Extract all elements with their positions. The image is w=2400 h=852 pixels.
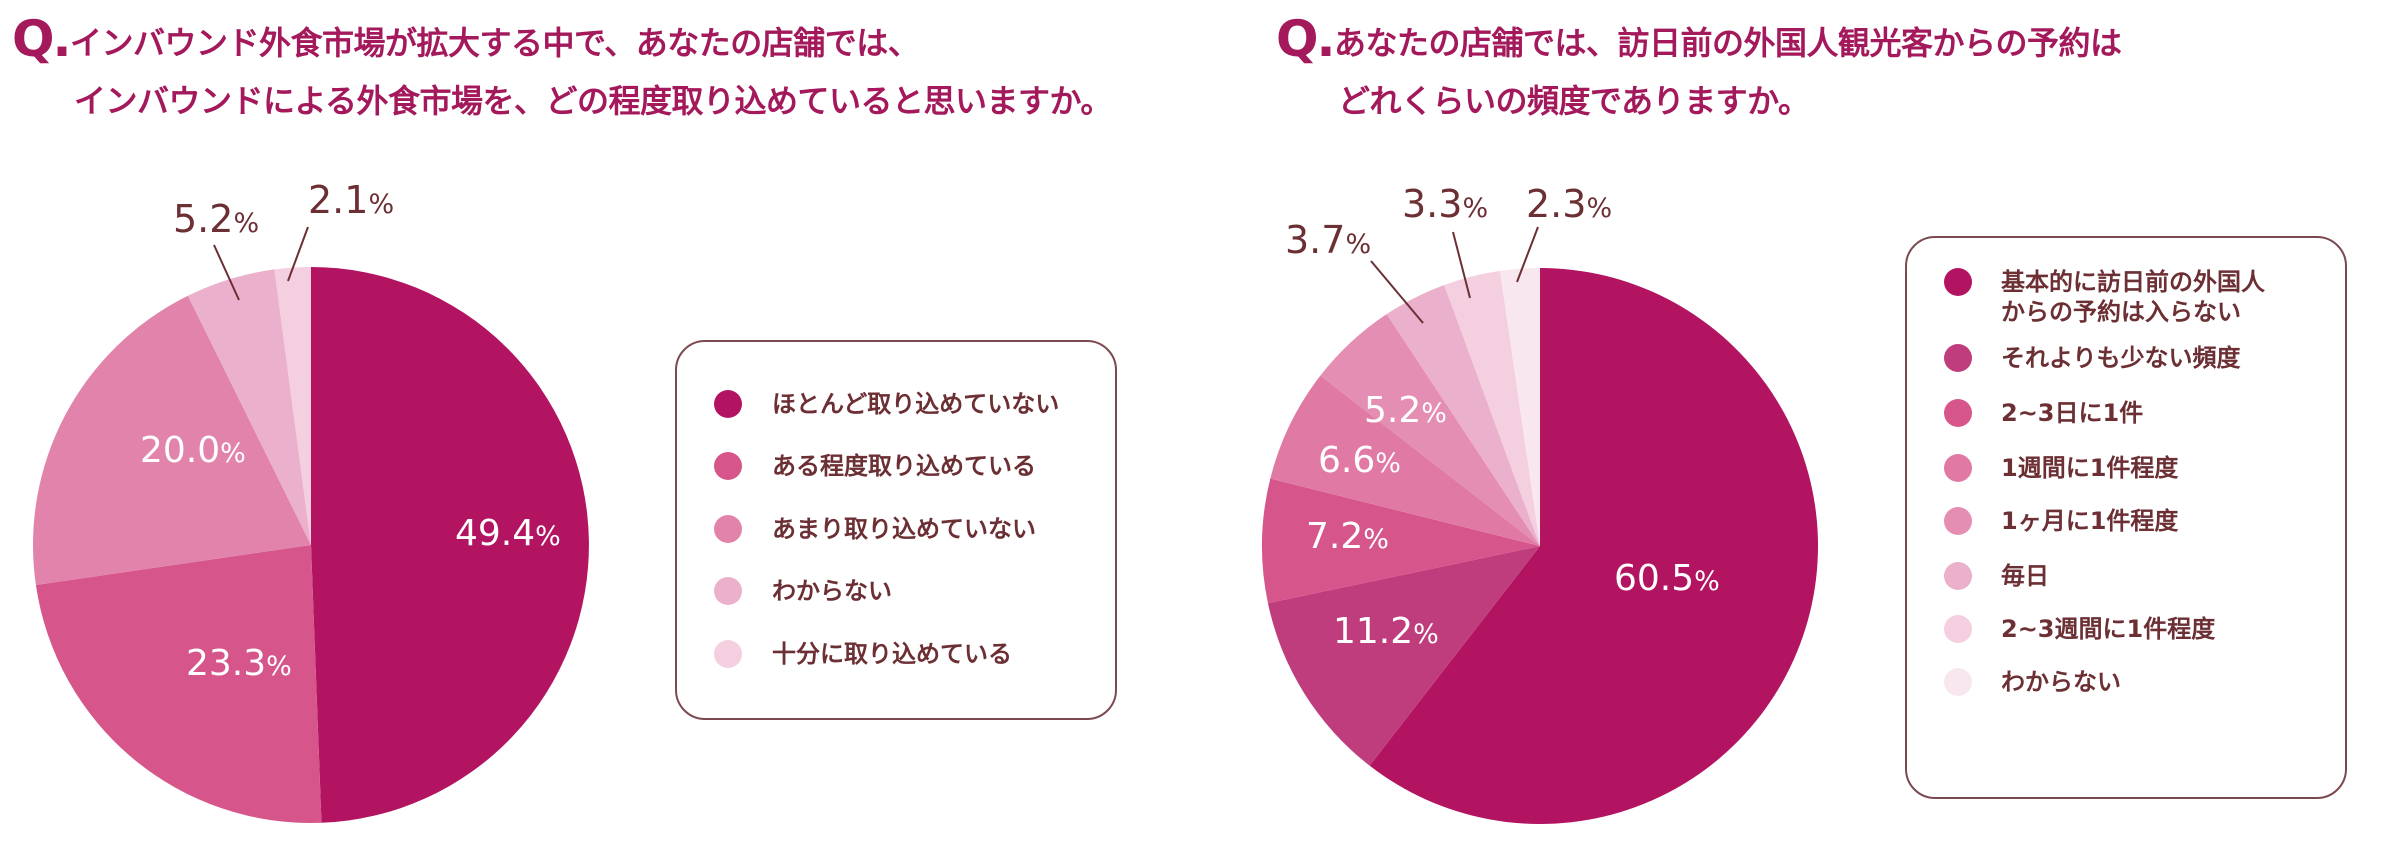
leader-line xyxy=(287,226,309,282)
pie-slice xyxy=(311,267,589,823)
q-mark: Q. xyxy=(1276,10,1335,68)
legend-color-swatch-icon xyxy=(1944,668,1972,696)
leader-line xyxy=(213,244,240,301)
pie-slice xyxy=(274,267,311,545)
legend-color-swatch-icon xyxy=(1944,344,1972,372)
slice-percent-label: 11.2% xyxy=(1333,611,1439,652)
legend-item-label: わからない xyxy=(772,577,892,605)
legend-item-label: 1週間に1件程度 xyxy=(2001,454,2179,482)
legend-color-swatch-icon xyxy=(714,515,742,543)
q-mark: Q. xyxy=(12,10,71,68)
pie-slice xyxy=(35,545,322,823)
pie-slice xyxy=(1386,285,1540,546)
legend-reservation-frequency: 基本的に訪日前の外国人 からの予約は入らないそれよりも少ない頻度 2~3日に1件 1… xyxy=(1905,236,2347,799)
pie-slice xyxy=(33,295,312,586)
slice-percent-label: 2.3% xyxy=(1526,182,1612,226)
pie-chart-inbound-capture: 49.4%23.3%20.0%5.2%2.1% xyxy=(33,178,589,823)
question-line-2: どれくらいの頻度でありますか。 xyxy=(1338,82,1810,120)
legend-item-label: わからない xyxy=(2001,668,2121,696)
slice-percent-label: 3.7% xyxy=(1285,218,1371,262)
legend-item-label: 1ヶ月に1件程度 xyxy=(2001,507,2179,535)
legend-item-label: あまり取り込めていない xyxy=(772,515,1036,543)
slice-percent-label: 2.1% xyxy=(308,178,394,222)
legend-item-label: ほとんど取り込めていない xyxy=(772,390,1060,418)
legend-color-swatch-icon xyxy=(1944,562,1972,590)
legend-item-label: ある程度取り込めている xyxy=(772,452,1036,480)
pie-slice xyxy=(1499,268,1540,546)
leader-line xyxy=(1452,231,1471,299)
legend-item-label: 基本的に訪日前の外国人 からの予約は入らない xyxy=(2001,268,2265,326)
legend-color-swatch-icon xyxy=(714,640,742,668)
legend-item-label: 2~3週間に1件程度 xyxy=(2001,615,2216,643)
question-line-1: あなたの店舗では、訪日前の外国人観光客からの予約は xyxy=(1334,24,2122,62)
legend-color-swatch-icon xyxy=(714,452,742,480)
leader-line xyxy=(1516,226,1539,283)
slice-percent-label: 3.3% xyxy=(1402,182,1488,226)
legend-item-label: それよりも少ない頻度 xyxy=(2001,344,2241,372)
legend-color-swatch-icon xyxy=(1944,399,1972,427)
pie-slice xyxy=(1320,314,1540,546)
legend-color-swatch-icon xyxy=(1944,454,1972,482)
pie-slice xyxy=(1444,270,1540,546)
slice-percent-label: 5.2% xyxy=(173,197,259,241)
legend-inbound-capture: ほとんど取り込めていない ある程度取り込めている あまり取り込めていない わからない十… xyxy=(675,340,1117,720)
leader-line xyxy=(1370,260,1424,324)
pie-chart-reservation-frequency: 60.5%11.2%7.2%6.6%5.2%3.7%3.3% 2.3% xyxy=(1261,182,1819,824)
legend-item-label: 2~3日に1件 xyxy=(2001,399,2144,427)
slice-percent-label: 7.2% xyxy=(1306,516,1389,557)
question-line-1: インバウンド外食市場が拡大する中で、あなたの店舗では、 xyxy=(70,24,920,62)
legend-color-swatch-icon xyxy=(1944,615,1972,643)
pie-slice xyxy=(1261,478,1540,604)
legend-item-label: 十分に取り込めている xyxy=(772,640,1012,668)
question-line-2: インバウンドによる外食市場を、どの程度取り込めていると思いますか。 xyxy=(74,82,1112,120)
pie-slice xyxy=(1267,546,1540,766)
legend-color-swatch-icon xyxy=(714,390,742,418)
legend-color-swatch-icon xyxy=(1944,507,1972,535)
pie-slice xyxy=(1369,268,1819,824)
legend-item-label: 毎日 xyxy=(2001,562,2049,590)
pie-slice xyxy=(187,269,311,545)
legend-color-swatch-icon xyxy=(714,577,742,605)
legend-color-swatch-icon xyxy=(1944,268,1972,296)
pie-slice xyxy=(1270,375,1540,546)
